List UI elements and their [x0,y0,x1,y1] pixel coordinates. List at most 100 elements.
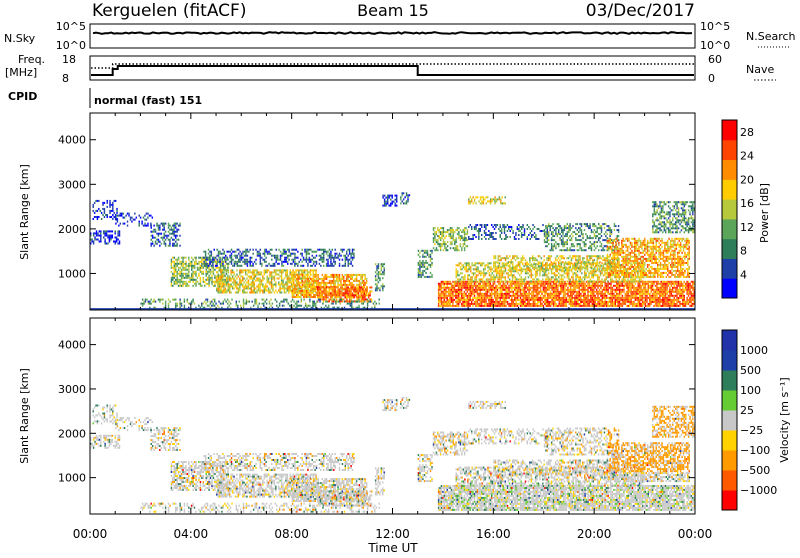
power-cell [252,282,253,284]
power-cell [663,291,664,293]
power-cell [252,269,253,271]
power-cell [242,269,243,271]
power-cell [488,295,489,297]
power-cell [367,294,368,296]
power-cell [447,231,448,233]
power-cell [484,297,485,299]
power-cell [597,283,598,285]
power-cell [617,283,618,285]
power-cell [333,282,334,284]
power-cell [159,245,160,247]
power-cell [551,303,552,305]
power-cell [554,293,555,295]
power-cell [559,297,560,299]
power-cell [392,203,393,205]
power-cell [348,265,349,267]
power-cell [646,283,647,285]
frequency-line [91,66,694,75]
power-cell [672,283,673,285]
power-cell [318,288,319,290]
power-cell [481,295,482,297]
power-cell [188,303,189,305]
power-cell [303,259,304,261]
power-cell [109,235,110,237]
power-cell [441,293,442,295]
power-cell [580,305,581,307]
power-cell [676,281,677,283]
power-cell [294,249,295,251]
power-cell [337,290,338,292]
power-cell [214,305,215,307]
power-cell [337,276,338,278]
power-cell [422,254,423,256]
power-cell [425,272,426,274]
power-cell [278,282,279,284]
power-cell [434,237,435,239]
power-cell [164,233,165,235]
power-cell [636,297,637,299]
power-cell [480,295,481,297]
power-cell [156,233,157,235]
power-cell [299,261,300,263]
power-cell [602,303,603,305]
power-cell [553,293,554,295]
power-cell [495,291,496,293]
power-cell [117,239,118,241]
power-cell [201,271,202,273]
power-cell [472,287,473,289]
power-cell [244,263,245,265]
power-cell [214,275,215,277]
power-cell [504,287,505,289]
power-cell [337,274,338,276]
power-cell [284,292,285,294]
power-cell [587,289,588,291]
power-cell [268,278,269,280]
power-cell [247,263,248,265]
power-cell [630,303,631,305]
power-cell [236,288,237,290]
power-cell [295,284,296,286]
power-cell [419,276,420,278]
power-cell [462,283,463,285]
power-cell [261,280,262,282]
power-cell [283,301,284,303]
power-cell [605,283,606,285]
power-cell [663,287,664,289]
power-cell [434,227,435,229]
power-cell [497,287,498,289]
power-cell [584,295,585,297]
power-cell [482,299,483,301]
power-cell [195,285,196,287]
power-cell [175,303,176,305]
power-cell [523,305,524,307]
power-cell [319,299,320,301]
power-cell [523,293,524,295]
power-cell [147,225,148,227]
power-cell [544,303,545,305]
power-cell [298,269,299,271]
power-cell [251,288,252,290]
power-cell [676,303,677,305]
power-cell [662,299,663,301]
power-cell [245,288,246,290]
power-cell [345,294,346,296]
power-cell [659,289,660,291]
power-cell [339,265,340,267]
power-cell [288,303,289,305]
power-cell [477,297,478,299]
power-cell [164,241,165,243]
power-cell [179,281,180,283]
power-cell [544,283,545,285]
power-cell [305,269,306,271]
power-cell [419,262,420,264]
power-cell [361,303,362,305]
power-cell [619,283,620,285]
power-cell [541,291,542,293]
power-cell [179,275,180,277]
power-cell [381,267,382,269]
power-cell [560,285,561,287]
power-cell [315,303,316,305]
power-cell [103,232,104,234]
power-cell [518,287,519,289]
power-cell [406,202,407,204]
